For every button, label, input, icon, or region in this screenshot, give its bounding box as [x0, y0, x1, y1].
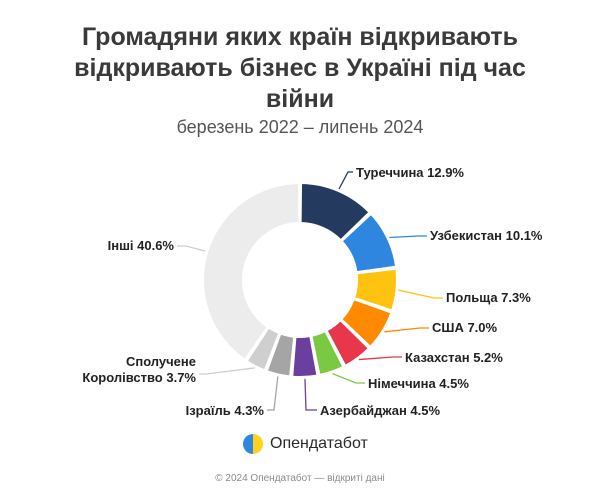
leader-line-3	[398, 289, 443, 299]
leader-line-1	[338, 171, 353, 190]
slice-label-4: США 7.0%	[432, 320, 498, 335]
footer-copyright: © 2024 Опендатабот — відкриті дані	[215, 473, 385, 484]
slice-9	[245, 326, 281, 372]
leader-line-4	[384, 327, 429, 333]
slice-label-3: Польща 7.3%	[446, 290, 531, 305]
leader-line-7	[304, 378, 317, 411]
slice-8	[265, 332, 296, 378]
slice-7	[291, 334, 319, 378]
slice-label-5: Казахстан 5.2%	[405, 350, 503, 365]
slice-labels: Туреччина 12.9% Узбекистан 10.1% Польща 7.…	[82, 165, 543, 418]
chart-title: Громадяни яких країн відкривають відкрив…	[74, 23, 526, 113]
slice-label-6: Німеччина 4.5%	[368, 376, 469, 391]
chart-subtitle: березень 2022 – липень 2024	[176, 117, 424, 137]
slice-label-2: Узбекистан 10.1%	[430, 228, 543, 243]
slice-10	[202, 181, 301, 362]
slice-label-1: Туреччина 12.9%	[356, 165, 464, 180]
leader-line-9	[199, 367, 255, 375]
leader-line-6	[332, 372, 365, 384]
slice-3	[352, 267, 398, 312]
donut-slices	[202, 181, 398, 378]
slice-label-8: Ізраїль 4.3%	[186, 403, 265, 418]
brand: Опендатабот	[242, 432, 368, 456]
slice-6	[310, 329, 345, 377]
leader-line-10	[177, 245, 206, 252]
slice-5	[325, 318, 371, 368]
leader-lines	[177, 171, 443, 411]
brand-name: Опендатабот	[270, 435, 368, 452]
leader-line-5	[358, 356, 402, 361]
slice-2	[340, 212, 398, 274]
slice-1	[299, 181, 371, 242]
slice-label-7: Азербайджан 4.5%	[320, 403, 440, 418]
opendatabot-logo-icon	[243, 434, 263, 454]
leader-line-2	[389, 235, 427, 239]
slice-label-9: Сполучене Королівство 3.7%	[82, 354, 196, 385]
leader-line-8	[267, 376, 279, 411]
slice-4	[339, 297, 393, 349]
slice-label-10: Інші 40.6%	[108, 238, 175, 253]
